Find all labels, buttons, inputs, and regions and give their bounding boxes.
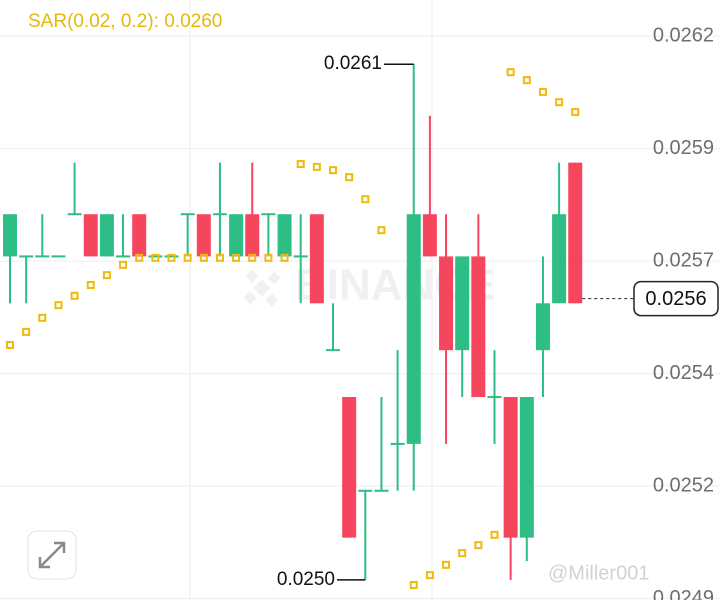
candle-body [374, 489, 389, 492]
y-tick-label: 0.0259 [653, 137, 714, 159]
sar-dot [70, 291, 79, 300]
sar-dot [264, 253, 273, 262]
indicator-title: SAR(0.02, 0.2): 0.0260 [28, 11, 222, 32]
sar-dot [555, 98, 564, 107]
last-price-label: 0.0256 [645, 288, 706, 310]
sar-dot [377, 226, 386, 235]
sar-dot [409, 581, 418, 589]
low-annotation: 0.0250 [277, 569, 335, 590]
y-tick-label: 0.0262 [653, 24, 714, 46]
candle-body [487, 396, 502, 399]
candle-body [3, 214, 17, 257]
candle-body [406, 214, 421, 444]
sar-dot [522, 76, 531, 85]
candle-body [568, 162, 583, 304]
sar-dot [425, 571, 434, 580]
y-tick-label: 0.0257 [653, 249, 714, 271]
high-annotation: 0.0261 [324, 53, 382, 74]
sar-dot [296, 160, 305, 169]
sar-dot [538, 87, 547, 96]
sar-dot [22, 327, 31, 336]
candle-body [293, 255, 308, 258]
candle-body [326, 349, 340, 352]
sar-dot [54, 301, 63, 310]
sar-dot [119, 260, 128, 269]
sar-dot [167, 253, 176, 262]
candle-body [51, 255, 66, 258]
sar-dot [183, 253, 192, 262]
sar-dot [102, 271, 111, 280]
y-tick-label: 0.0254 [653, 362, 714, 384]
candle-body [164, 255, 179, 258]
user-watermark: @Miller001 [548, 562, 649, 584]
sar-dot [280, 253, 289, 262]
sar-dot [458, 549, 467, 558]
sar-dot [345, 173, 354, 182]
y-tick-label: 0.0252 [653, 474, 714, 496]
candle-body [277, 214, 292, 257]
candle-body [471, 256, 486, 398]
candle-body [99, 214, 114, 257]
candle-body [535, 303, 550, 351]
sar-dot [215, 253, 224, 262]
sar-dot [474, 541, 483, 550]
candle-body [245, 214, 260, 257]
last-price-box [633, 280, 719, 317]
candle-body [455, 256, 470, 351]
sar-dot [571, 108, 580, 117]
candle-body [19, 255, 34, 258]
sar-dot [135, 253, 144, 262]
candle-body [148, 255, 163, 258]
candle-body [212, 213, 227, 216]
sar-dot [248, 253, 257, 262]
candle-body [261, 213, 276, 216]
candle-body [342, 397, 357, 538]
candle-body [116, 255, 131, 258]
sar-dot [312, 162, 321, 171]
candle-body [503, 397, 518, 538]
candle-body [519, 397, 534, 538]
candle-body [67, 213, 82, 216]
sar-dot [232, 253, 241, 262]
candle-body [180, 213, 195, 216]
sar-dot [38, 313, 47, 322]
candle-body [83, 214, 98, 257]
sar-dot [442, 560, 451, 569]
sar-dot [151, 253, 160, 262]
y-tick-label: 0.0249 [653, 587, 714, 600]
candle-body [358, 489, 373, 492]
sar-dot [361, 195, 370, 204]
candle-body [422, 214, 437, 257]
candle-body [132, 214, 147, 257]
candle-body [439, 256, 454, 351]
sar-dot [6, 341, 14, 349]
candle-body [35, 255, 50, 258]
sar-dot [506, 68, 515, 77]
candle-body [196, 214, 211, 257]
sar-dot [490, 530, 499, 539]
candle-body [309, 214, 324, 304]
sar-dot [86, 281, 95, 289]
candle-body [390, 442, 405, 445]
candle-body [229, 214, 244, 257]
watermark-logo [243, 269, 281, 307]
sar-dot [199, 253, 208, 262]
expand-icon [38, 541, 66, 569]
sar-dot [329, 166, 337, 175]
candle-body [552, 214, 567, 304]
